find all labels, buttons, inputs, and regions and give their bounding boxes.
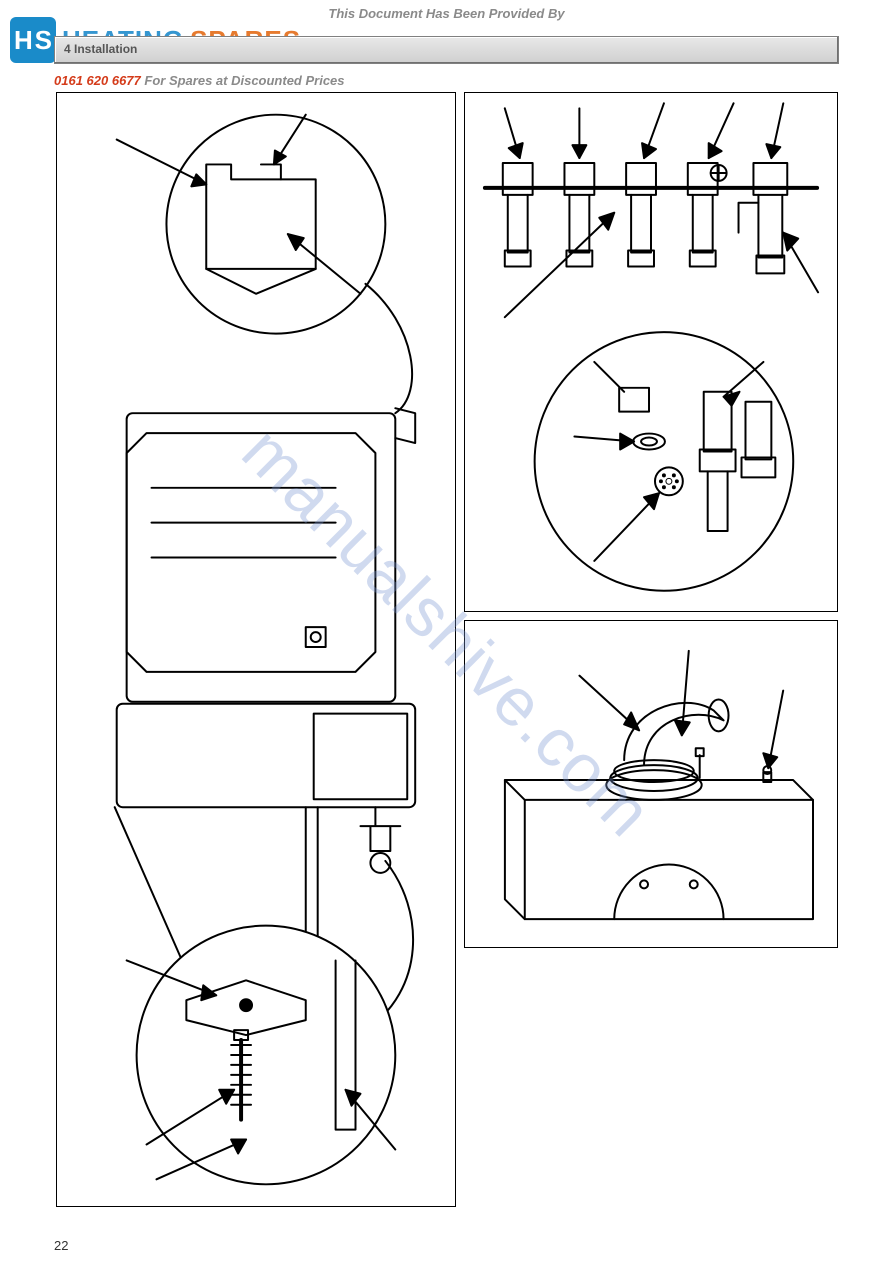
panel-boiler — [56, 92, 456, 1207]
phone-number: 0161 620 6677 — [54, 73, 141, 88]
section-bar — [54, 36, 839, 64]
boiler-diagram — [57, 93, 455, 1206]
sub-header: 0161 620 6677 For Spares at Discounted P… — [54, 73, 345, 88]
panel-connections — [464, 92, 838, 612]
panel-flue — [464, 620, 838, 948]
flue-diagram — [465, 621, 837, 947]
logo-hs-icon — [10, 17, 56, 63]
section-title: 4 Installation — [64, 42, 137, 56]
connections-diagram — [465, 93, 837, 611]
page-number: 22 — [54, 1238, 68, 1253]
phone-suffix: For Spares at Discounted Prices — [144, 73, 344, 88]
